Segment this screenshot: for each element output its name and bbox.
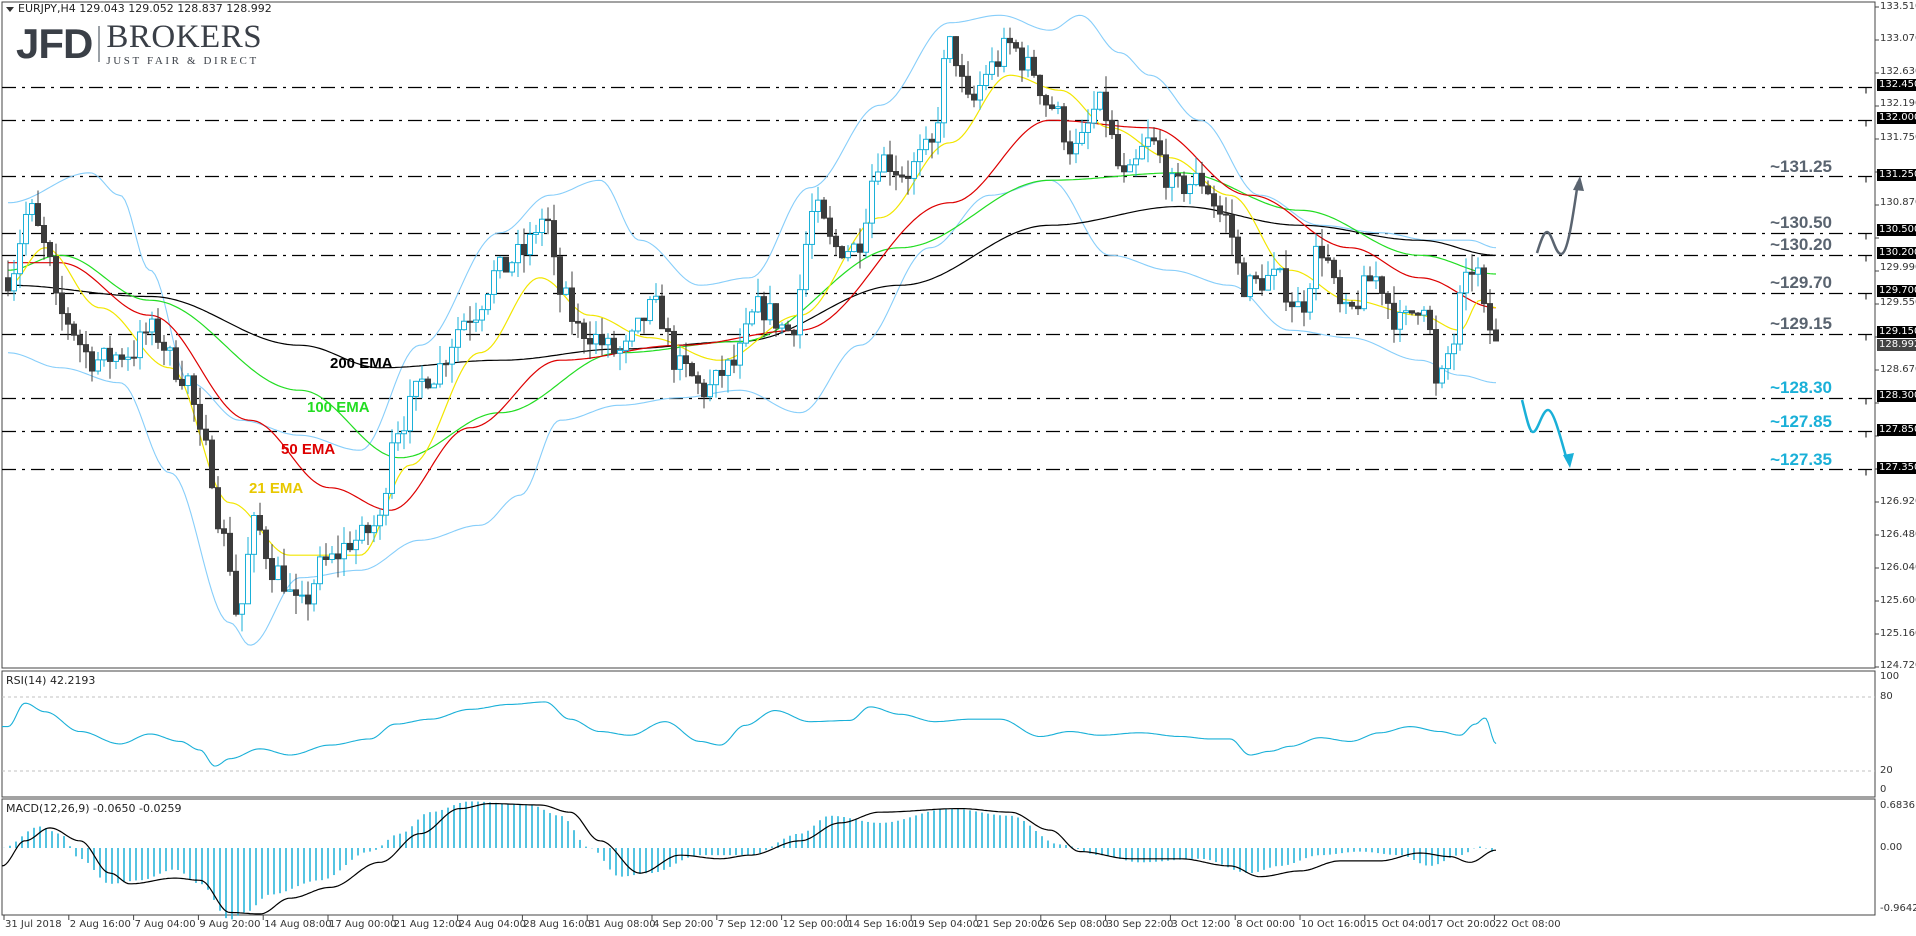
dropdown-triangle-icon[interactable] <box>6 6 14 12</box>
bullish-projection-arrow <box>1535 181 1580 256</box>
macd-title: MACD(12,26,9) -0.0650 -0.0259 <box>6 802 182 815</box>
price-tick: 132.190 <box>1880 98 1916 109</box>
time-tick-label: 15 Oct 04:00 <box>1365 919 1431 930</box>
logo-divider <box>98 26 101 62</box>
level-annotation-127-85: ~127.85 <box>1770 412 1832 431</box>
time-tick-label: 21 Sep 20:00 <box>977 919 1044 930</box>
logo-name: BROKERS <box>106 19 263 55</box>
axis-ticks <box>3 6 1879 920</box>
level-annotation-127-35: ~127.35 <box>1770 450 1832 469</box>
time-tick-label: 4 Sep 20:00 <box>653 919 714 930</box>
level-annotation-130-50: ~130.50 <box>1770 213 1832 232</box>
level-tag: 130.500 <box>1877 224 1916 236</box>
price-tick: 129.550 <box>1880 297 1916 308</box>
level-tag: 131.250 <box>1877 169 1916 181</box>
time-tick-label: 19 Sep 04:00 <box>912 919 979 930</box>
time-tick-label: 24 Aug 04:00 <box>458 919 527 930</box>
macd-tick: -0.9642 <box>1880 903 1916 914</box>
time-tick-label: 9 Aug 20:00 <box>199 919 261 930</box>
ema100-label: 100 EMA <box>307 399 370 416</box>
price-tick: 133.510 <box>1880 1 1916 12</box>
arrow-down-icon <box>1563 453 1574 468</box>
level-tag: 127.850 <box>1877 424 1916 436</box>
arrow-up-icon <box>1573 176 1584 191</box>
price-tick: 131.750 <box>1880 132 1916 143</box>
time-tick-label: 22 Oct 08:00 <box>1495 919 1561 930</box>
level-annotation-128-30: ~128.30 <box>1770 378 1832 397</box>
price-tick: 128.670 <box>1880 364 1916 375</box>
rsi-tick: 20 <box>1880 765 1893 776</box>
level-tag: 129.700 <box>1877 285 1916 297</box>
price-tick: 126.040 <box>1880 562 1916 573</box>
level-tag: 130.200 <box>1877 247 1916 259</box>
rsi-tick: 0 <box>1880 784 1887 795</box>
level-annotation-131-25: ~131.25 <box>1770 157 1832 176</box>
rsi-tick: 100 <box>1880 671 1900 682</box>
level-tag: 128.300 <box>1877 390 1916 402</box>
time-tick-label: 21 Aug 12:00 <box>393 919 462 930</box>
bearish-projection-arrow <box>1520 399 1569 461</box>
price-tick: 125.600 <box>1880 595 1916 606</box>
ema200-line <box>7 205 1497 369</box>
macd-tick: 0.00 <box>1880 842 1903 853</box>
symbol-header[interactable]: EURJPY,H4 129.043 129.052 128.837 128.99… <box>6 2 272 15</box>
price-tick: 132.630 <box>1880 66 1916 77</box>
level-tag: 129.150 <box>1877 326 1916 338</box>
horizontal-levels[interactable] <box>2 86 1875 476</box>
time-tick-label: 26 Sep 08:00 <box>1041 919 1109 930</box>
level-tag: 132.000 <box>1877 112 1916 124</box>
level-annotation-129-70: ~129.70 <box>1770 273 1832 292</box>
time-tick-label: 14 Sep 16:00 <box>847 919 915 930</box>
price-tick: 130.870 <box>1880 197 1916 208</box>
level-tag: 132.450 <box>1877 79 1916 91</box>
current-price-tag: 128.992 <box>1877 339 1916 351</box>
rsi-panel-frame <box>1 670 1876 798</box>
level-annotation-129-15: ~129.15 <box>1770 314 1832 333</box>
price-tick: 126.920 <box>1880 496 1916 507</box>
jfd-logo: JFD BROKERS JUST FAIR & DIRECT <box>16 19 263 67</box>
level-tag: 127.350 <box>1877 462 1916 474</box>
price-tick: 126.480 <box>1880 529 1916 540</box>
price-tick: 129.990 <box>1880 262 1916 273</box>
time-tick-label: 31 Aug 08:00 <box>588 919 656 930</box>
ema21-label: 21 EMA <box>249 480 304 497</box>
logo-mark: JFD <box>16 20 93 67</box>
time-tick-label: 14 Aug 08:00 <box>264 919 332 930</box>
time-tick-label: 31 Jul 2018 <box>5 919 62 930</box>
time-tick-label: 7 Sep 12:00 <box>717 919 779 930</box>
time-tick-label: 28 Aug 16:00 <box>523 919 591 930</box>
ema50-line <box>8 119 1497 511</box>
rsi-line <box>2 696 1875 772</box>
macd-tick: 0.6836 <box>1880 800 1915 811</box>
macd-indicator <box>1 801 1497 920</box>
time-tick-label: 8 Oct 00:00 <box>1236 919 1296 930</box>
symbol-ohlc: EURJPY,H4 129.043 129.052 128.837 128.99… <box>18 2 272 15</box>
price-tick: 125.160 <box>1880 628 1916 639</box>
rsi-title: RSI(14) 42.2193 <box>6 674 96 687</box>
time-tick-label: 3 Oct 12:00 <box>1171 919 1231 930</box>
ema200-label: 200 EMA <box>330 355 393 372</box>
projection-arrows[interactable] <box>1520 176 1584 468</box>
time-tick-label: 2 Aug 16:00 <box>69 919 131 930</box>
price-tick: 133.070 <box>1880 33 1916 44</box>
time-tick-label: 12 Sep 00:00 <box>782 919 850 930</box>
ema50-label: 50 EMA <box>281 441 336 458</box>
rsi-tick: 80 <box>1880 691 1893 702</box>
time-tick-label: 17 Aug 00:00 <box>329 919 397 930</box>
price-tick: 124.720 <box>1880 660 1916 671</box>
logo-tagline: JUST FAIR & DIRECT <box>106 55 259 67</box>
time-tick-label: 30 Sep 22:00 <box>1106 919 1174 930</box>
time-tick-label: 10 Oct 16:00 <box>1301 919 1367 930</box>
candlesticks <box>5 27 1499 632</box>
level-annotation-130-20: ~130.20 <box>1770 235 1832 254</box>
time-tick-label: 17 Oct 20:00 <box>1430 919 1496 930</box>
time-tick-label: 7 Aug 04:00 <box>134 919 196 930</box>
macd-panel-frame <box>1 798 1876 916</box>
